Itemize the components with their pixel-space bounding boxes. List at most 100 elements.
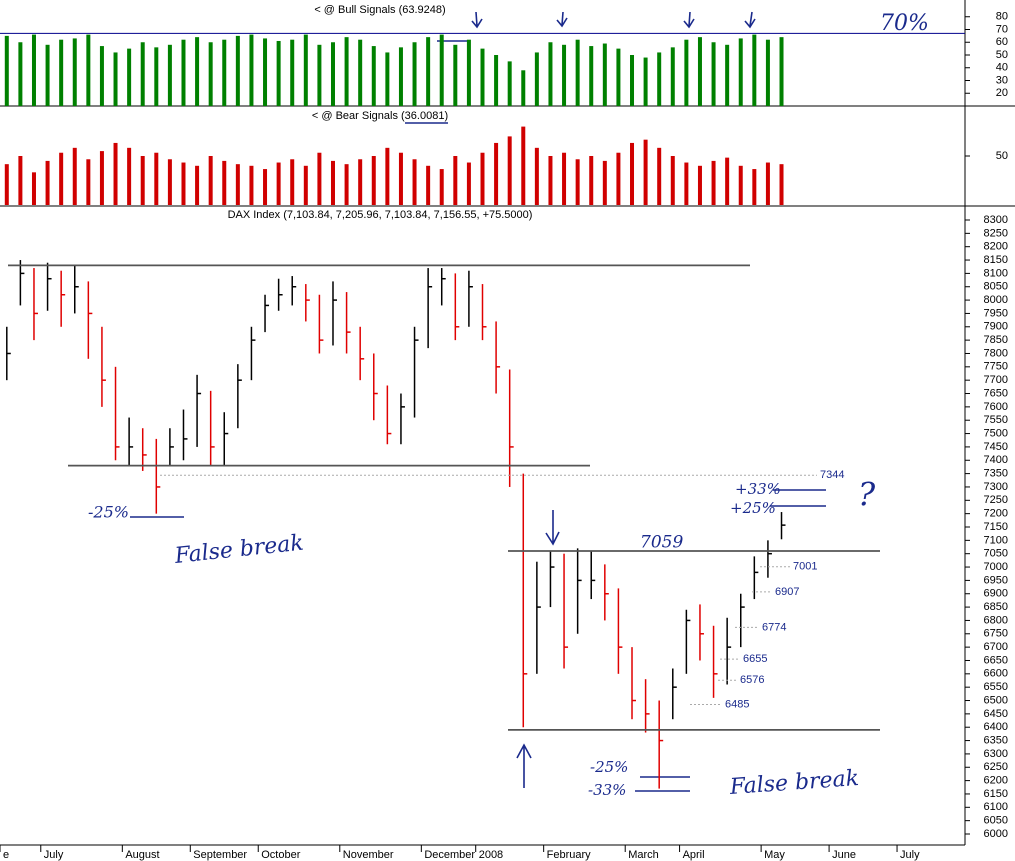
signal-bar	[195, 37, 200, 106]
x-tick-label: September	[193, 849, 247, 861]
signal-bar	[290, 39, 295, 107]
y-tick-label: 8000	[984, 294, 1008, 306]
signal-bar	[480, 48, 485, 106]
signal-bar	[113, 52, 118, 106]
signal-bar	[453, 44, 458, 106]
signal-bar	[602, 160, 607, 205]
signal-bar	[534, 147, 539, 205]
x-tick-label: e	[3, 849, 9, 861]
hand-annotation: +25%	[730, 499, 776, 517]
x-tick-label: November	[343, 849, 394, 861]
signal-bar	[72, 38, 77, 106]
signal-bar	[99, 46, 104, 106]
hand-annotation: -25%	[590, 758, 628, 776]
price-label: 6907	[775, 586, 799, 598]
signal-bar	[398, 152, 403, 205]
signal-bar	[670, 156, 675, 205]
signal-bar	[72, 147, 77, 205]
y-tick-label: 6750	[984, 628, 1008, 640]
signal-bar	[167, 159, 172, 205]
hand-annotation: +33%	[735, 480, 781, 498]
signal-bar	[738, 38, 743, 106]
x-tick-label: 2008	[479, 849, 503, 861]
signal-bar	[249, 165, 254, 205]
y-tick-label: 6400	[984, 721, 1008, 733]
y-tick-label: 8300	[984, 214, 1008, 226]
signal-bar	[385, 147, 390, 205]
signal-bar	[765, 162, 770, 205]
y-tick-label: 20	[996, 87, 1008, 99]
signal-bar	[657, 52, 662, 106]
signal-bar	[86, 34, 91, 106]
signal-bar	[222, 160, 227, 205]
y-tick-label: 7550	[984, 414, 1008, 426]
arrow	[545, 510, 560, 546]
price-label: 7001	[793, 561, 817, 573]
y-tick-label: 7300	[984, 481, 1008, 493]
price-label: 6485	[725, 698, 749, 710]
y-tick-label: 6900	[984, 588, 1008, 600]
signal-bar	[303, 34, 308, 106]
hand-drawings	[130, 11, 826, 792]
signal-bar	[344, 37, 349, 106]
y-tick-label: 6700	[984, 641, 1008, 653]
signal-bar	[195, 165, 200, 205]
signal-bar	[208, 156, 213, 205]
y-tick-label: 7050	[984, 548, 1008, 560]
signal-bar	[426, 165, 431, 205]
y-tick-label: 7950	[984, 307, 1008, 319]
signal-bar	[127, 48, 132, 106]
signal-bar	[45, 160, 50, 205]
signal-bar	[154, 152, 159, 205]
signal-bar	[99, 151, 104, 205]
signal-bar	[684, 39, 689, 107]
y-tick-label: 40	[996, 62, 1008, 74]
signal-bar	[276, 40, 281, 106]
x-tick-label: July	[44, 849, 64, 861]
signal-bar	[507, 61, 512, 106]
signal-bar	[670, 47, 675, 106]
hand-annotation: -25%	[88, 503, 129, 522]
signal-bar	[398, 47, 403, 106]
signal-bar	[330, 42, 335, 106]
price-label: 6576	[740, 674, 764, 686]
y-tick-label: 6000	[984, 828, 1008, 840]
signal-bar	[222, 39, 227, 107]
signal-bar	[643, 57, 648, 106]
signal-bar	[330, 160, 335, 205]
arrow	[516, 743, 532, 788]
signal-bar	[18, 156, 23, 205]
y-tick-label: 7500	[984, 427, 1008, 439]
x-tick-label: July	[900, 849, 920, 861]
y-tick-label: 6800	[984, 614, 1008, 626]
y-tick-label: 8150	[984, 254, 1008, 266]
y-tick-label: 7850	[984, 334, 1008, 346]
signal-bar	[412, 42, 417, 106]
signal-bar	[589, 46, 594, 106]
hand-annotation: 7059	[640, 533, 683, 553]
signal-bar	[426, 37, 431, 106]
signal-bar	[711, 160, 716, 205]
y-tick-label: 6050	[984, 815, 1008, 827]
arrow	[471, 11, 483, 29]
signal-bar	[725, 157, 730, 205]
signal-bar	[31, 34, 36, 106]
signal-bar	[534, 52, 539, 106]
signal-bar	[697, 37, 702, 106]
y-tick-label: 50	[996, 150, 1008, 162]
y-tick-label: 7800	[984, 347, 1008, 359]
y-tick-label: 6100	[984, 801, 1008, 813]
y-tick-label: 30	[996, 74, 1008, 86]
y-tick-label: 7000	[984, 561, 1008, 573]
price-label: 6655	[743, 653, 767, 665]
signal-bar	[684, 162, 689, 205]
underline	[635, 776, 690, 792]
signal-bar	[167, 44, 172, 106]
y-tick-label: 7250	[984, 494, 1008, 506]
signal-bar	[494, 55, 499, 106]
y-tick-label: 8250	[984, 227, 1008, 239]
x-tick-label: August	[125, 849, 159, 861]
signal-bar	[439, 34, 444, 106]
bull-title: < @ Bull Signals (63.9248)	[314, 4, 445, 16]
